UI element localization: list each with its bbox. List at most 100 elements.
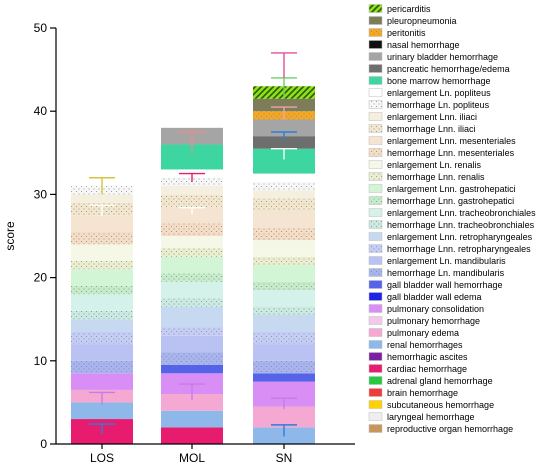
legend-swatch [368, 400, 383, 409]
legend-item-pleuropneumonia: pleuropneumonia [368, 16, 457, 26]
bar-los-enlargement-lnn-gastrohepatici [71, 269, 133, 286]
error-bars-group [89, 52, 297, 437]
bar-los-enlargement-lnn-tracheobronchiales [71, 294, 133, 311]
y-tick-label: 30 [34, 187, 48, 201]
legend-item-hemorrhagic-ascites: hemorrhagic ascites [368, 352, 468, 362]
legend-swatch [368, 376, 383, 385]
legend-swatch [368, 4, 383, 13]
bar-mol-enlargement-lnn-mesenteriales [161, 206, 223, 224]
legend-item-hemorrhage-lnn-mesenteriales: hemorrhage Lnn. mesenteriales [368, 148, 515, 158]
bar-sn-hemorrhage-lnn-mesenteriales [253, 227, 315, 241]
legend-swatch [368, 16, 383, 25]
legend-label: subcutaneous hemorrhage [387, 400, 494, 410]
legend-label: pleuropneumonia [387, 16, 457, 26]
legend-item-pulmonary-edema: pulmonary edema [368, 328, 459, 338]
y-tick-label: 40 [34, 104, 48, 118]
legend-item-nasal-hemorrhage: nasal hemorrhage [368, 40, 460, 50]
legend-swatch [368, 136, 383, 145]
legend-swatch [368, 352, 383, 361]
legend-label: pulmonary edema [387, 328, 459, 338]
bar-sn-pleuropneumonia [253, 98, 315, 112]
legend-swatch [368, 304, 383, 313]
legend-swatch [368, 388, 383, 397]
legend-item-enlargement-lnn-tracheobronchiales: enlargement Lnn. tracheobronchiales [368, 208, 536, 218]
legend-swatch [368, 76, 383, 85]
legend-label: renal hemorrhages [387, 340, 463, 350]
legend-swatch [368, 172, 383, 181]
bar-mol-enlargement-lnn-gastrohepatici [161, 256, 223, 274]
y-tick-label: 10 [34, 354, 48, 368]
bar-sn-enlargement-ln-popliteus [253, 173, 315, 182]
bar-sn-enlargement-lnn-gastrohepatici [253, 265, 315, 282]
legend-swatch [368, 40, 383, 49]
bar-mol-hemorrhage-lnn-retropharyngeales [161, 327, 223, 336]
legend-item-enlargement-lnn-mesenteriales: enlargement Lnn. mesenteriales [368, 136, 516, 146]
legend-item-pulmonary-consolidation: pulmonary consolidation [368, 304, 484, 314]
bar-mol-enlargement-lnn-tracheobronchiales [161, 281, 223, 299]
bar-sn-pancreatic-hemorrhage-edema [253, 136, 315, 149]
bar-sn-urinary-bladder-hemorrhage [253, 119, 315, 137]
bar-los-hemorrhage-lnn-gastrohepatici [71, 285, 133, 295]
legend-item-pericarditis: pericarditis [368, 4, 431, 14]
x-tick-label-sn: SN [276, 451, 293, 465]
y-tick-label: 50 [34, 21, 48, 35]
bar-mol-gall-bladder-wall-hemorrhage [161, 364, 223, 374]
legend-item-cardiac-hemorrhage: cardiac hemorrhage [368, 364, 467, 374]
legend-item-hemorrhage-lnn-tracheobronchiales: hemorrhage Lnn. tracheobronchiales [368, 220, 535, 230]
legend-swatch [368, 292, 383, 301]
legend-item-enlargement-lnn-iliaci: enlargement Lnn. iliaci [368, 112, 477, 122]
bar-sn-hemorrhage-lnn-renalis [253, 256, 315, 266]
legend-item-hemorrhage-ln-popliteus: hemorrhage Ln. popliteus [368, 100, 490, 110]
legend-label: peritonitis [387, 28, 426, 38]
bar-sn-enlargement-lnn-retropharyngeales [253, 315, 315, 332]
bar-sn-enlargement-ln-renalis [253, 240, 315, 257]
y-tick-label: 0 [40, 437, 47, 451]
bar-mol-cardiac-hemorrhage [161, 427, 223, 444]
bar-mol-hemorrhage-lnn-iliaci [161, 194, 223, 207]
bar-sn-hemorrhage-lnn-iliaci [253, 198, 315, 212]
bar-mol-enlargement-ln-mandibularis [161, 335, 223, 353]
bar-sn-pulmonary-edema [253, 406, 315, 428]
bar-los-enlargement-lnn-retropharyngeales [71, 319, 133, 332]
legend-label: enlargement Ln. renalis [387, 160, 482, 170]
y-axis-label: score [3, 221, 17, 251]
legend-swatch [368, 100, 383, 109]
legend-label: hemorrhage Lnn. iliaci [387, 124, 476, 134]
legend-swatch [368, 328, 383, 337]
legend-label: hemorrhage Lnn. retropharyngeales [387, 244, 531, 254]
bar-sn-hemorrhage-ln-popliteus [253, 181, 315, 191]
bar-sn-hemorrhage-lnn-gastrohepatici [253, 281, 315, 291]
bar-sn-hemorrhage-ln-mandibularis [253, 360, 315, 374]
bar-los-hemorrhage-lnn-retropharyngeales [71, 331, 133, 345]
bar-sn-gall-bladder-wall-hemorrhage [253, 373, 315, 382]
bar-sn-enlargement-ln-mandibularis [253, 344, 315, 361]
legend-item-gall-bladder-wall-hemorrhage: gall bladder wall hemorrhage [368, 280, 503, 290]
bar-mol-hemorrhage-ln-mandibularis [161, 352, 223, 365]
legend-swatch [368, 280, 383, 289]
x-axis-ticks: LOS MOL SN [90, 444, 292, 465]
legend-label: hemorrhage Lnn. gastrohepatici [387, 196, 514, 206]
legend-label: nasal hemorrhage [387, 40, 460, 50]
x-tick-label-los: LOS [90, 451, 114, 465]
legend-item-enlargement-lnn-retropharyngeales: enlargement Lnn. retropharyngeales [368, 232, 533, 242]
legend-item-hemorrhage-ln-mandibularis: hemorrhage Ln. mandibularis [368, 268, 505, 278]
legend-label: gall bladder wall edema [387, 292, 482, 302]
plot-area: 0 10 20 30 40 50 LOS MOL SN score [3, 21, 355, 465]
bar-mol-enlargement-lnn-iliaci [161, 186, 223, 195]
legend-swatch [368, 256, 383, 265]
legend-swatch [368, 244, 383, 253]
legend-label: gall bladder wall hemorrhage [387, 280, 503, 290]
legend-item-hemorrhage-lnn-iliaci: hemorrhage Lnn. iliaci [368, 124, 476, 134]
legend-item-pancreatic-hemorrhage-edema: pancreatic hemorrhage/edema [368, 64, 510, 74]
legend-swatch [368, 28, 383, 37]
legend-swatch [368, 196, 383, 205]
y-tick-label: 20 [34, 271, 48, 285]
legend-swatch [368, 340, 383, 349]
legend-item-hemorrhage-lnn-retropharyngeales: hemorrhage Lnn. retropharyngeales [368, 244, 531, 254]
legend-label: cardiac hemorrhage [387, 364, 467, 374]
bar-los-hemorrhage-lnn-tracheobronchiales [71, 310, 133, 320]
bar-mol-enlargement-ln-renalis [161, 236, 223, 249]
legend-item-adrenal-gland-hemorrhage: adrenal gland hemorrhage [368, 376, 493, 386]
legend-swatch [368, 316, 383, 325]
